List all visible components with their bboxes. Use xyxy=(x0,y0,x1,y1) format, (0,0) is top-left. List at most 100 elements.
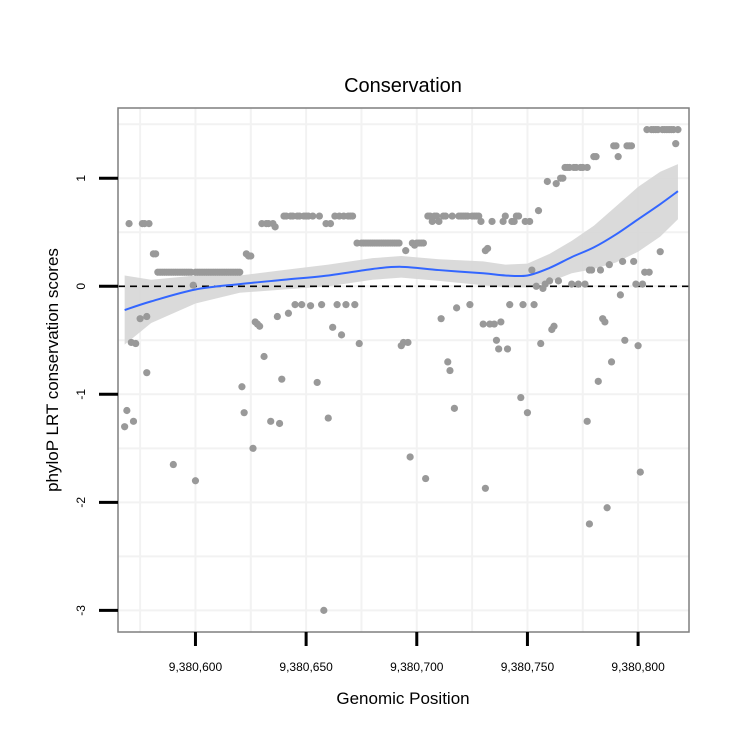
data-point xyxy=(583,417,591,425)
data-point xyxy=(585,520,594,528)
y-axis: 1 0 -1 -2 -3 xyxy=(74,175,118,616)
data-point xyxy=(189,281,197,289)
data-point xyxy=(402,247,410,255)
data-point xyxy=(519,301,527,309)
data-point xyxy=(517,393,525,402)
x-tick-label: 9,380,600 xyxy=(169,660,223,674)
x-tick-label: 9,380,750 xyxy=(501,660,555,674)
data-point xyxy=(581,280,589,288)
data-point xyxy=(132,339,140,348)
plot-panel xyxy=(118,108,689,632)
data-point xyxy=(298,301,306,309)
data-point xyxy=(621,336,629,344)
data-point xyxy=(446,366,454,375)
data-point xyxy=(592,153,600,161)
data-point xyxy=(406,453,414,461)
data-point xyxy=(532,282,540,290)
data-point xyxy=(313,378,321,387)
data-point xyxy=(256,322,264,330)
data-point xyxy=(674,126,682,134)
data-point xyxy=(501,212,509,220)
data-point xyxy=(479,320,487,328)
y-tick-label: -2 xyxy=(74,497,88,508)
data-point xyxy=(136,315,144,323)
plot-border xyxy=(117,107,690,633)
data-point xyxy=(484,244,492,253)
data-point xyxy=(284,309,293,317)
data-point xyxy=(309,212,317,220)
data-point xyxy=(596,266,605,274)
scatter-points xyxy=(121,126,682,614)
data-point xyxy=(428,217,436,226)
data-point xyxy=(236,268,244,276)
data-point xyxy=(632,280,640,288)
data-point xyxy=(191,477,200,485)
data-point xyxy=(275,419,284,428)
data-point xyxy=(444,358,452,366)
data-point xyxy=(318,301,326,309)
chart-title: Conservation xyxy=(344,75,462,97)
data-point xyxy=(152,250,160,258)
data-point xyxy=(419,239,428,247)
data-point xyxy=(490,320,498,328)
data-point xyxy=(559,174,567,182)
data-point xyxy=(238,383,246,391)
data-point xyxy=(497,318,505,326)
data-point xyxy=(342,301,350,309)
y-axis-title: phyloP LRT conservation scores xyxy=(43,248,62,492)
data-point xyxy=(607,358,616,366)
data-point xyxy=(528,266,536,274)
data-point xyxy=(488,217,496,226)
x-tick-label: 9,380,800 xyxy=(611,660,665,674)
data-point xyxy=(315,212,323,220)
data-point xyxy=(143,312,151,321)
data-point xyxy=(492,336,501,344)
data-point xyxy=(495,345,503,353)
x-tick-label: 9,380,700 xyxy=(390,660,444,674)
data-point xyxy=(145,220,153,228)
data-point xyxy=(603,504,611,512)
x-tick-label: 9,380,650 xyxy=(279,660,333,674)
data-point xyxy=(333,301,341,309)
data-point xyxy=(523,409,532,417)
data-point xyxy=(169,460,177,469)
data-point xyxy=(594,377,602,385)
data-point xyxy=(588,266,596,274)
data-point xyxy=(324,414,332,422)
data-point xyxy=(526,217,534,226)
data-point xyxy=(612,142,620,150)
data-point xyxy=(545,277,554,285)
data-point xyxy=(530,301,538,309)
data-point xyxy=(466,301,474,309)
data-point xyxy=(627,142,636,150)
y-tick-label: -1 xyxy=(74,389,88,400)
data-point xyxy=(320,606,328,614)
data-point xyxy=(543,177,551,186)
data-point xyxy=(568,280,576,288)
data-point xyxy=(441,212,450,220)
confidence-band-layer xyxy=(124,164,678,345)
data-point xyxy=(271,223,279,231)
data-point xyxy=(672,140,680,148)
data-point xyxy=(514,212,523,220)
data-point xyxy=(616,291,624,299)
data-point xyxy=(554,277,563,285)
data-point xyxy=(326,220,335,228)
data-point xyxy=(404,338,412,347)
data-point xyxy=(503,345,512,353)
data-point xyxy=(537,339,545,348)
data-point xyxy=(499,217,507,226)
data-point xyxy=(247,252,255,260)
data-point xyxy=(355,339,363,348)
x-axis-title: Genomic Position xyxy=(336,689,469,708)
data-point xyxy=(552,180,560,188)
data-point xyxy=(249,444,257,452)
data-point xyxy=(123,406,131,415)
x-axis: 9,380,600 9,380,650 9,380,700 9,380,750 9,38… xyxy=(169,632,665,674)
data-point xyxy=(583,163,591,172)
data-point xyxy=(260,352,268,361)
confidence-band xyxy=(124,164,678,345)
data-point xyxy=(433,212,441,220)
data-point xyxy=(395,239,403,247)
